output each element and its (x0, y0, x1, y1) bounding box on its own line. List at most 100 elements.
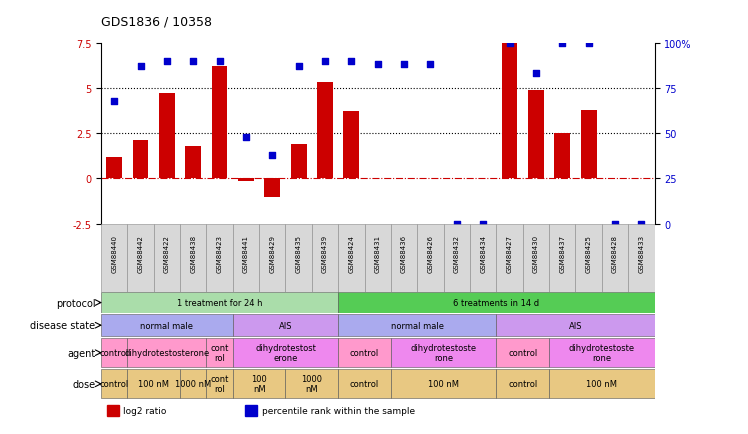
Text: normal male: normal male (390, 321, 444, 330)
Point (398, 62, 410, 69)
FancyBboxPatch shape (153, 224, 180, 292)
Point (635, 221, 647, 228)
FancyBboxPatch shape (497, 224, 523, 292)
Text: GSM88423: GSM88423 (217, 234, 223, 273)
Text: AIS: AIS (568, 321, 582, 330)
FancyBboxPatch shape (338, 224, 364, 292)
Text: log2 ratio: log2 ratio (123, 406, 167, 415)
Point (292, 63, 304, 70)
FancyBboxPatch shape (312, 224, 338, 292)
FancyBboxPatch shape (417, 224, 444, 292)
Bar (528, 90, 544, 179)
Text: agent: agent (67, 348, 96, 358)
FancyBboxPatch shape (338, 314, 497, 337)
Text: 100 nM: 100 nM (428, 379, 459, 388)
Point (135, 63, 147, 70)
Text: GSM88442: GSM88442 (138, 234, 144, 272)
FancyBboxPatch shape (101, 293, 338, 313)
FancyBboxPatch shape (233, 314, 338, 337)
Text: GSM88425: GSM88425 (586, 234, 592, 272)
FancyBboxPatch shape (391, 369, 497, 398)
FancyBboxPatch shape (259, 224, 286, 292)
Text: 1 treatment for 24 h: 1 treatment for 24 h (177, 298, 263, 307)
FancyBboxPatch shape (444, 224, 470, 292)
Text: dihydrotestost
erone: dihydrotestost erone (255, 344, 316, 362)
Text: GDS1836 / 10358: GDS1836 / 10358 (101, 15, 212, 28)
Bar (317, 83, 333, 179)
Text: control: control (99, 349, 129, 357)
Text: GSM88433: GSM88433 (638, 234, 644, 273)
Bar (132, 141, 148, 179)
Text: GSM88438: GSM88438 (190, 234, 196, 273)
Text: GSM88427: GSM88427 (506, 234, 512, 273)
Text: 100 nM: 100 nM (586, 379, 617, 388)
Point (477, 221, 489, 228)
Bar (159, 94, 175, 179)
Bar (238, 179, 254, 182)
Bar (291, 145, 307, 179)
Text: control: control (350, 349, 379, 357)
FancyBboxPatch shape (338, 338, 391, 368)
Text: control: control (508, 349, 537, 357)
Text: GSM88437: GSM88437 (560, 234, 565, 273)
Point (583, 40, 595, 47)
FancyBboxPatch shape (127, 338, 206, 368)
Text: GSM88424: GSM88424 (349, 234, 355, 272)
FancyBboxPatch shape (286, 369, 338, 398)
Bar (106, 158, 122, 179)
Bar (502, 43, 518, 179)
FancyBboxPatch shape (233, 338, 338, 368)
Text: GSM88440: GSM88440 (111, 234, 117, 273)
Text: percentile rank within the sample: percentile rank within the sample (262, 406, 414, 415)
Point (424, 62, 436, 69)
FancyBboxPatch shape (549, 224, 575, 292)
Text: dihydrotestosterone: dihydrotestosterone (124, 349, 209, 357)
Bar (106, 405, 119, 416)
Text: GSM88431: GSM88431 (375, 234, 381, 273)
Point (451, 221, 463, 228)
Text: 1000 nM: 1000 nM (175, 379, 212, 388)
FancyBboxPatch shape (338, 293, 654, 313)
Text: dose: dose (73, 379, 96, 389)
FancyBboxPatch shape (180, 369, 206, 398)
Text: cont
rol: cont rol (210, 344, 229, 362)
Bar (186, 147, 201, 179)
Text: GSM88435: GSM88435 (295, 234, 301, 273)
Text: GSM88436: GSM88436 (401, 234, 407, 273)
Point (108, 98, 120, 105)
FancyBboxPatch shape (101, 314, 233, 337)
Point (266, 152, 278, 159)
FancyBboxPatch shape (523, 224, 549, 292)
Point (530, 71, 542, 78)
Text: GSM88432: GSM88432 (454, 234, 460, 273)
FancyBboxPatch shape (338, 369, 391, 398)
Point (609, 221, 621, 228)
Text: 6 treatments in 14 d: 6 treatments in 14 d (453, 298, 539, 307)
Point (214, 58, 226, 65)
FancyBboxPatch shape (549, 369, 654, 398)
Text: 1000
nM: 1000 nM (301, 375, 322, 393)
Bar (580, 110, 596, 179)
FancyBboxPatch shape (206, 224, 233, 292)
Text: 100
nM: 100 nM (251, 375, 267, 393)
Text: dihydrotestoste
rone: dihydrotestoste rone (568, 344, 635, 362)
Text: GSM88430: GSM88430 (533, 234, 539, 273)
Text: control: control (99, 379, 129, 388)
Text: disease state: disease state (31, 320, 96, 330)
Point (503, 40, 515, 47)
FancyBboxPatch shape (391, 224, 417, 292)
Bar (264, 179, 280, 197)
Point (319, 58, 331, 65)
FancyBboxPatch shape (470, 224, 497, 292)
Text: GSM88428: GSM88428 (612, 234, 618, 273)
FancyBboxPatch shape (127, 224, 153, 292)
Text: control: control (350, 379, 379, 388)
FancyBboxPatch shape (391, 338, 497, 368)
Text: GSM88429: GSM88429 (269, 234, 275, 273)
Text: GSM88441: GSM88441 (243, 234, 249, 273)
Text: GSM88422: GSM88422 (164, 234, 170, 272)
FancyBboxPatch shape (497, 369, 549, 398)
FancyBboxPatch shape (497, 314, 654, 337)
Point (372, 62, 384, 69)
Text: dihydrotestoste
rone: dihydrotestoste rone (411, 344, 476, 362)
